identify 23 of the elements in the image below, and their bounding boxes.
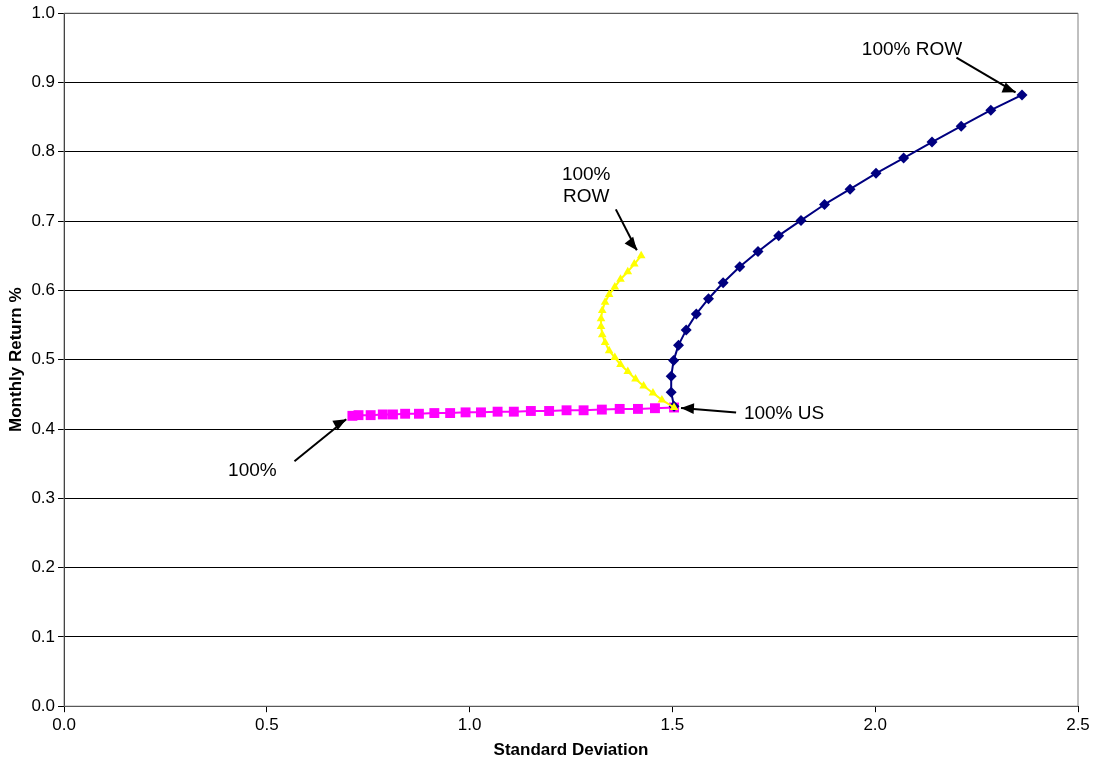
x-tick-label: 2.0 <box>863 715 888 735</box>
x-tick-label: 2.5 <box>1066 715 1090 735</box>
y-tick-label: 0.4 <box>31 418 56 438</box>
y-tick-label: 0.3 <box>31 487 56 507</box>
x-tick-label: 0.0 <box>52 715 76 735</box>
y-tick-label: 0.9 <box>31 72 56 92</box>
annotation: 100% US <box>743 401 825 423</box>
x-tick-label: 0.5 <box>255 715 279 735</box>
y-tick-label: 0.2 <box>31 557 56 577</box>
y-axis-title: Monthly Return % <box>5 287 25 432</box>
annotation: 100% ROW <box>561 162 611 206</box>
y-tick-label: 0.0 <box>31 695 56 715</box>
y-tick-label: 0.6 <box>31 280 56 300</box>
annotation: 100% <box>228 459 277 481</box>
y-tick-label: 0.7 <box>31 210 56 230</box>
x-axis-title: Standard Deviation <box>493 740 649 760</box>
x-tick-label: 1.5 <box>660 715 685 735</box>
y-tick-label: 1.0 <box>31 2 56 22</box>
annotation: 100% ROW <box>861 38 963 60</box>
y-tick-label: 0.5 <box>31 349 56 369</box>
y-tick-label: 0.1 <box>31 626 56 646</box>
x-tick-label: 1.0 <box>457 715 482 735</box>
y-tick-label: 0.8 <box>31 141 56 161</box>
